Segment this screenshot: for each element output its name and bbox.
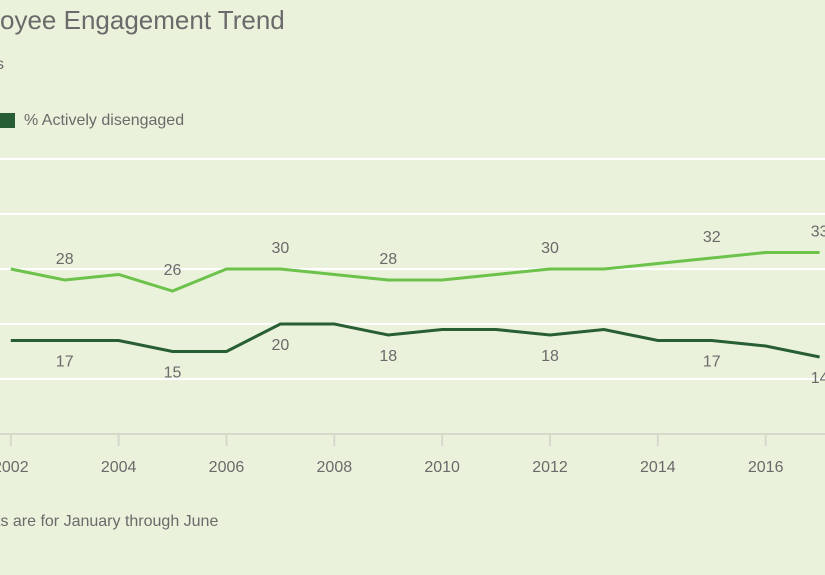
chart-subtitle: s xyxy=(0,56,4,73)
data-label: 32 xyxy=(703,229,721,246)
data-label: 28 xyxy=(379,251,397,268)
data-label: 17 xyxy=(703,354,721,371)
x-tick-label: 2004 xyxy=(101,459,137,476)
data-label: 33 xyxy=(811,224,825,241)
footnote: ts are for January through June xyxy=(0,513,218,530)
x-tick-label: 2002 xyxy=(0,459,29,476)
x-tick-label: 2006 xyxy=(209,459,245,476)
x-tick-label: 2012 xyxy=(532,459,568,476)
legend-label: % Actively disengaged xyxy=(24,112,184,129)
data-label: 28 xyxy=(56,251,74,268)
legend-swatch xyxy=(0,113,15,128)
data-label: 18 xyxy=(379,348,397,365)
x-tick-label: 2010 xyxy=(424,459,460,476)
data-label: 15 xyxy=(164,365,182,382)
data-label: 17 xyxy=(56,354,74,371)
data-label: 20 xyxy=(271,337,289,354)
x-tick-label: 2008 xyxy=(317,459,353,476)
x-tick-label: 2014 xyxy=(640,459,676,476)
data-label: 30 xyxy=(541,240,559,257)
series-line xyxy=(10,251,820,293)
data-label: 30 xyxy=(271,240,289,257)
series-line xyxy=(10,322,820,359)
x-tick-label: 2016 xyxy=(748,459,784,476)
data-label: 26 xyxy=(164,262,182,279)
data-label: 14 xyxy=(811,370,825,387)
chart-title: oyee Engagement Trend xyxy=(0,5,285,35)
data-label: 18 xyxy=(541,348,559,365)
